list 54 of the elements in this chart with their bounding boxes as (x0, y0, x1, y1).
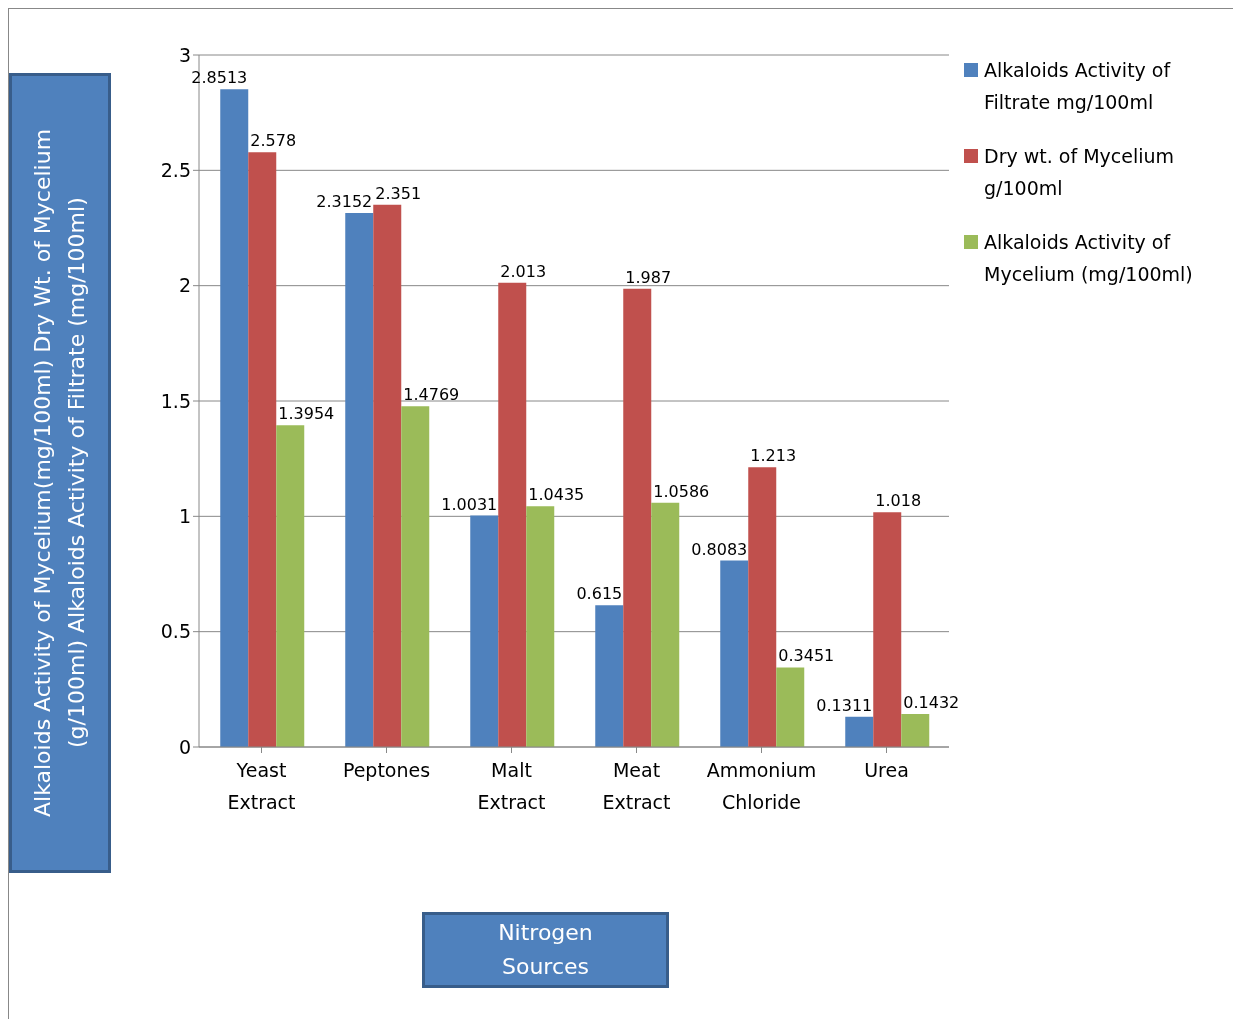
data-label: 1.3954 (278, 404, 335, 424)
data-label: 2.8513 (191, 68, 248, 88)
bar (901, 713, 930, 747)
y-tick-label: 3 (178, 43, 191, 66)
x-tick-label: Malt Extract (477, 759, 546, 813)
y-tick-label: 1 (178, 505, 191, 528)
x-tick-label: Yeast Extract (227, 759, 296, 813)
data-label: 1.4769 (403, 385, 460, 405)
bar (720, 560, 749, 747)
y-axis-title: Alkaloids Activity of Mycelium(mg/100ml) Dry Wt. of Mycelium (g/100ml) Alkaloids Activity of Filtrate (mg/100ml) (29, 127, 90, 820)
x-tick-label: Peptones (342, 759, 431, 781)
data-label: 2.578 (250, 131, 297, 151)
bar (651, 502, 680, 747)
data-label: 0.3451 (778, 646, 835, 666)
bar (873, 512, 902, 747)
data-label: 0.8083 (691, 539, 748, 559)
y-tick-label: 0 (178, 735, 191, 758)
bar (248, 152, 277, 747)
bar (401, 406, 430, 747)
data-label: 1.987 (625, 267, 672, 287)
bar (498, 282, 527, 747)
x-tick-label: Ammonium Chloride (706, 759, 817, 813)
bar (748, 467, 777, 747)
data-label: 0.1311 (816, 695, 873, 715)
x-axis-title: Nitrogen Sources (422, 912, 669, 988)
bar (373, 204, 402, 747)
bar (595, 605, 624, 747)
y-tick-label: 1.5 (160, 389, 191, 412)
data-label: 1.0586 (653, 481, 710, 501)
data-label: 2.013 (500, 261, 547, 281)
data-label: 2.351 (375, 183, 422, 203)
data-label: 0.1432 (903, 692, 960, 712)
legend-label: Dry wt. of Mycelium g/100ml (984, 144, 1176, 201)
data-label: 1.0435 (528, 485, 585, 505)
data-label: 2.3152 (316, 191, 373, 211)
bar (623, 288, 652, 747)
x-tick-label: Meat Extract (602, 759, 671, 813)
bar (526, 506, 555, 747)
data-label: 1.018 (875, 491, 922, 511)
y-tick-label: 2 (178, 274, 191, 297)
x-tick-label: Urea (864, 759, 909, 781)
bar (345, 212, 374, 747)
bar (470, 515, 499, 747)
bar (776, 667, 805, 747)
legend-label: Alkaloids Activity of Filtrate mg/100ml (984, 58, 1172, 115)
y-tick-label: 2.5 (160, 159, 191, 182)
bar (220, 89, 249, 747)
legend-label: Alkaloids Activity of Mycelium (mg/100ml) (984, 230, 1194, 287)
data-label: 1.0031 (441, 494, 498, 514)
bar (845, 716, 874, 747)
data-label: 1.213 (750, 446, 797, 466)
y-tick-label: 0.5 (160, 620, 191, 643)
data-label: 0.615 (576, 584, 623, 604)
bar (276, 425, 305, 747)
